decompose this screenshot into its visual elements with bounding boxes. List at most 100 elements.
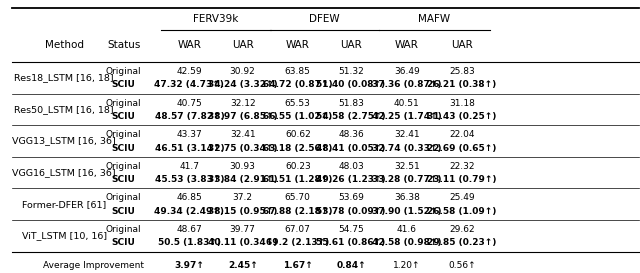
Text: 26.58 (1.09↑): 26.58 (1.09↑) — [428, 207, 497, 216]
Text: 22.69 (0.65↑): 22.69 (0.65↑) — [428, 144, 497, 153]
Text: 37.2: 37.2 — [233, 194, 253, 203]
Text: 36.38: 36.38 — [394, 194, 420, 203]
Text: 25.83: 25.83 — [449, 67, 475, 76]
Text: 1.20↑: 1.20↑ — [393, 261, 420, 270]
Text: Original: Original — [106, 130, 141, 139]
Text: 64.72 (0.87↑): 64.72 (0.87↑) — [263, 80, 333, 89]
Text: 32.51: 32.51 — [394, 162, 420, 171]
Text: UAR: UAR — [340, 40, 362, 50]
Text: 29.62: 29.62 — [449, 225, 475, 234]
Text: 63.85: 63.85 — [285, 67, 311, 76]
Text: 53.69: 53.69 — [338, 194, 364, 203]
Text: 31.18: 31.18 — [449, 99, 475, 108]
Text: 53.78 (0.09↑): 53.78 (0.09↑) — [316, 207, 386, 216]
Text: 46.85: 46.85 — [177, 194, 202, 203]
Text: WAR: WAR — [395, 40, 419, 50]
Text: 54.58 (2.75↑): 54.58 (2.75↑) — [316, 112, 386, 121]
Text: SCIU: SCIU — [111, 238, 136, 247]
Text: 48.67: 48.67 — [177, 225, 202, 234]
Text: 0.56↑: 0.56↑ — [448, 261, 476, 270]
Text: 60.23: 60.23 — [285, 162, 310, 171]
Text: 67.88 (2.18↑): 67.88 (2.18↑) — [263, 207, 333, 216]
Text: VGG13_LSTM [16, 36]: VGG13_LSTM [16, 36] — [12, 136, 116, 146]
Text: 54.75: 54.75 — [338, 225, 364, 234]
Text: 40.75: 40.75 — [177, 99, 202, 108]
Text: 29.85 (0.23↑): 29.85 (0.23↑) — [428, 238, 497, 247]
Text: 61.51 (1.28↑): 61.51 (1.28↑) — [263, 175, 332, 184]
Text: 66.55 (1.02↑): 66.55 (1.02↑) — [263, 112, 332, 121]
Text: 34.24 (3.32↑): 34.24 (3.32↑) — [208, 80, 278, 89]
Text: 51.32: 51.32 — [338, 67, 364, 76]
Text: 51.40 (0.08↑): 51.40 (0.08↑) — [316, 80, 386, 89]
Text: 30.92: 30.92 — [230, 67, 255, 76]
Text: 45.53 (3.83↑): 45.53 (3.83↑) — [155, 175, 224, 184]
Text: 50.5 (1.83↑): 50.5 (1.83↑) — [158, 238, 221, 247]
Text: 46.51 (3.14↑): 46.51 (3.14↑) — [155, 144, 224, 153]
Text: Former-DFER [61]: Former-DFER [61] — [22, 200, 106, 209]
Text: 33.28 (0.77↑): 33.28 (0.77↑) — [372, 175, 442, 184]
Text: 30.93: 30.93 — [230, 162, 255, 171]
Text: 60.62: 60.62 — [285, 130, 310, 139]
Text: 41.6: 41.6 — [397, 225, 417, 234]
Text: ViT_LSTM [10, 16]: ViT_LSTM [10, 16] — [22, 232, 107, 241]
Text: 36.49: 36.49 — [394, 67, 420, 76]
Text: SCIU: SCIU — [111, 112, 136, 121]
Text: 32.75 (0.34↑): 32.75 (0.34↑) — [208, 144, 277, 153]
Text: WAR: WAR — [286, 40, 310, 50]
Text: 65.53: 65.53 — [285, 99, 311, 108]
Text: WAR: WAR — [177, 40, 202, 50]
Text: 0.84↑: 0.84↑ — [336, 261, 366, 270]
Text: MAFW: MAFW — [419, 14, 451, 24]
Text: 48.03: 48.03 — [338, 162, 364, 171]
Text: 48.36: 48.36 — [338, 130, 364, 139]
Text: 40.11 (0.34↑): 40.11 (0.34↑) — [208, 238, 277, 247]
Text: 33.84 (2.91↑): 33.84 (2.91↑) — [208, 175, 278, 184]
Text: 26.21 (0.38↑): 26.21 (0.38↑) — [428, 80, 497, 89]
Text: 37.90 (1.52↑): 37.90 (1.52↑) — [372, 207, 442, 216]
Text: UAR: UAR — [451, 40, 473, 50]
Text: Original: Original — [106, 162, 141, 171]
Text: 38.15 (0.95↑): 38.15 (0.95↑) — [208, 207, 277, 216]
Text: 42.59: 42.59 — [177, 67, 202, 76]
Text: DFEW: DFEW — [309, 14, 340, 24]
Text: 63.18 (2.56↑): 63.18 (2.56↑) — [263, 144, 332, 153]
Text: 48.41 (0.05↑): 48.41 (0.05↑) — [316, 144, 386, 153]
Text: 22.04: 22.04 — [449, 130, 475, 139]
Text: SCIU: SCIU — [111, 207, 136, 216]
Text: 32.41: 32.41 — [230, 130, 255, 139]
Text: 65.70: 65.70 — [285, 194, 311, 203]
Text: 32.12: 32.12 — [230, 99, 255, 108]
Text: 40.51: 40.51 — [394, 99, 420, 108]
Text: 37.36 (0.87↑): 37.36 (0.87↑) — [372, 80, 442, 89]
Text: 51.83: 51.83 — [338, 99, 364, 108]
Text: Original: Original — [106, 225, 141, 234]
Text: 2.45↑: 2.45↑ — [228, 261, 257, 270]
Text: 32.74 (0.33↑): 32.74 (0.33↑) — [372, 144, 442, 153]
Text: VGG16_LSTM [16, 36]: VGG16_LSTM [16, 36] — [12, 168, 116, 177]
Text: Res50_LSTM [16, 18]: Res50_LSTM [16, 18] — [14, 105, 114, 114]
Text: 39.77: 39.77 — [230, 225, 255, 234]
Text: 31.43 (0.25↑): 31.43 (0.25↑) — [428, 112, 497, 121]
Text: SCIU: SCIU — [111, 80, 136, 89]
Text: 1.67↑: 1.67↑ — [283, 261, 313, 270]
Text: Res18_LSTM [16, 18]: Res18_LSTM [16, 18] — [14, 73, 114, 82]
Text: Status: Status — [107, 40, 140, 50]
Text: Original: Original — [106, 194, 141, 203]
Text: SCIU: SCIU — [111, 175, 136, 184]
Text: 48.57 (7.82↑): 48.57 (7.82↑) — [154, 112, 224, 121]
Text: Average Improvement: Average Improvement — [44, 261, 145, 270]
Text: Original: Original — [106, 99, 141, 108]
Text: 67.07: 67.07 — [285, 225, 311, 234]
Text: 49.26 (1.23↑): 49.26 (1.23↑) — [316, 175, 386, 184]
Text: 22.32: 22.32 — [449, 162, 475, 171]
Text: 41.7: 41.7 — [179, 162, 200, 171]
Text: 49.34 (2.49↑): 49.34 (2.49↑) — [154, 207, 225, 216]
Text: 42.58 (0.98↑): 42.58 (0.98↑) — [372, 238, 442, 247]
Text: FERV39k: FERV39k — [193, 14, 239, 24]
Text: 23.11 (0.79↑): 23.11 (0.79↑) — [427, 175, 497, 184]
Text: 32.41: 32.41 — [394, 130, 420, 139]
Text: 25.49: 25.49 — [449, 194, 475, 203]
Text: 42.25 (1.74↑): 42.25 (1.74↑) — [372, 112, 442, 121]
Text: Method: Method — [45, 40, 84, 50]
Text: UAR: UAR — [232, 40, 253, 50]
